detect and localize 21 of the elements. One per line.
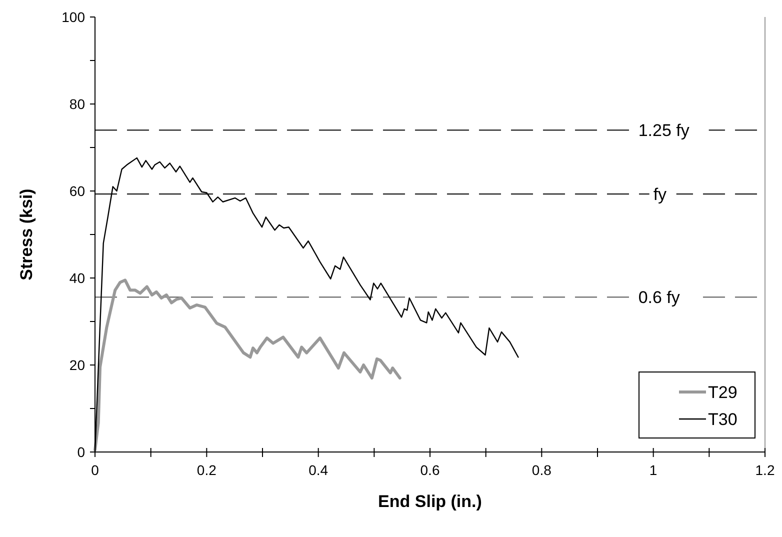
x-tick-label: 0.8 [532, 462, 552, 478]
x-tick-label: 1 [649, 462, 658, 478]
ref-line-label: 1.25 fy [638, 121, 690, 140]
ref-line-label: fy [653, 185, 668, 204]
x-tick-label: 0.4 [308, 462, 328, 478]
y-tick-label: 100 [62, 9, 86, 25]
ref-line-label: 0.6 fy [638, 288, 680, 308]
x-tick-label: 1.2 [755, 462, 775, 478]
legend-label: T30 [708, 410, 738, 429]
x-tick-label: 0.6 [420, 462, 440, 478]
x-tick-label: 0.2 [196, 462, 217, 478]
x-tick-label: 0 [91, 462, 100, 478]
x-axis-title: End Slip (in.) [378, 492, 482, 511]
y-tick-label: 20 [69, 357, 86, 373]
y-tick-label: 0 [77, 444, 86, 460]
y-tick-label: 60 [69, 183, 86, 199]
y-tick-label: 40 [69, 270, 86, 286]
y-axis-title: Stress (ksi) [17, 188, 36, 280]
y-tick-label: 80 [69, 96, 86, 112]
legend-label: T29 [708, 383, 738, 402]
line-series [94, 278, 402, 452]
